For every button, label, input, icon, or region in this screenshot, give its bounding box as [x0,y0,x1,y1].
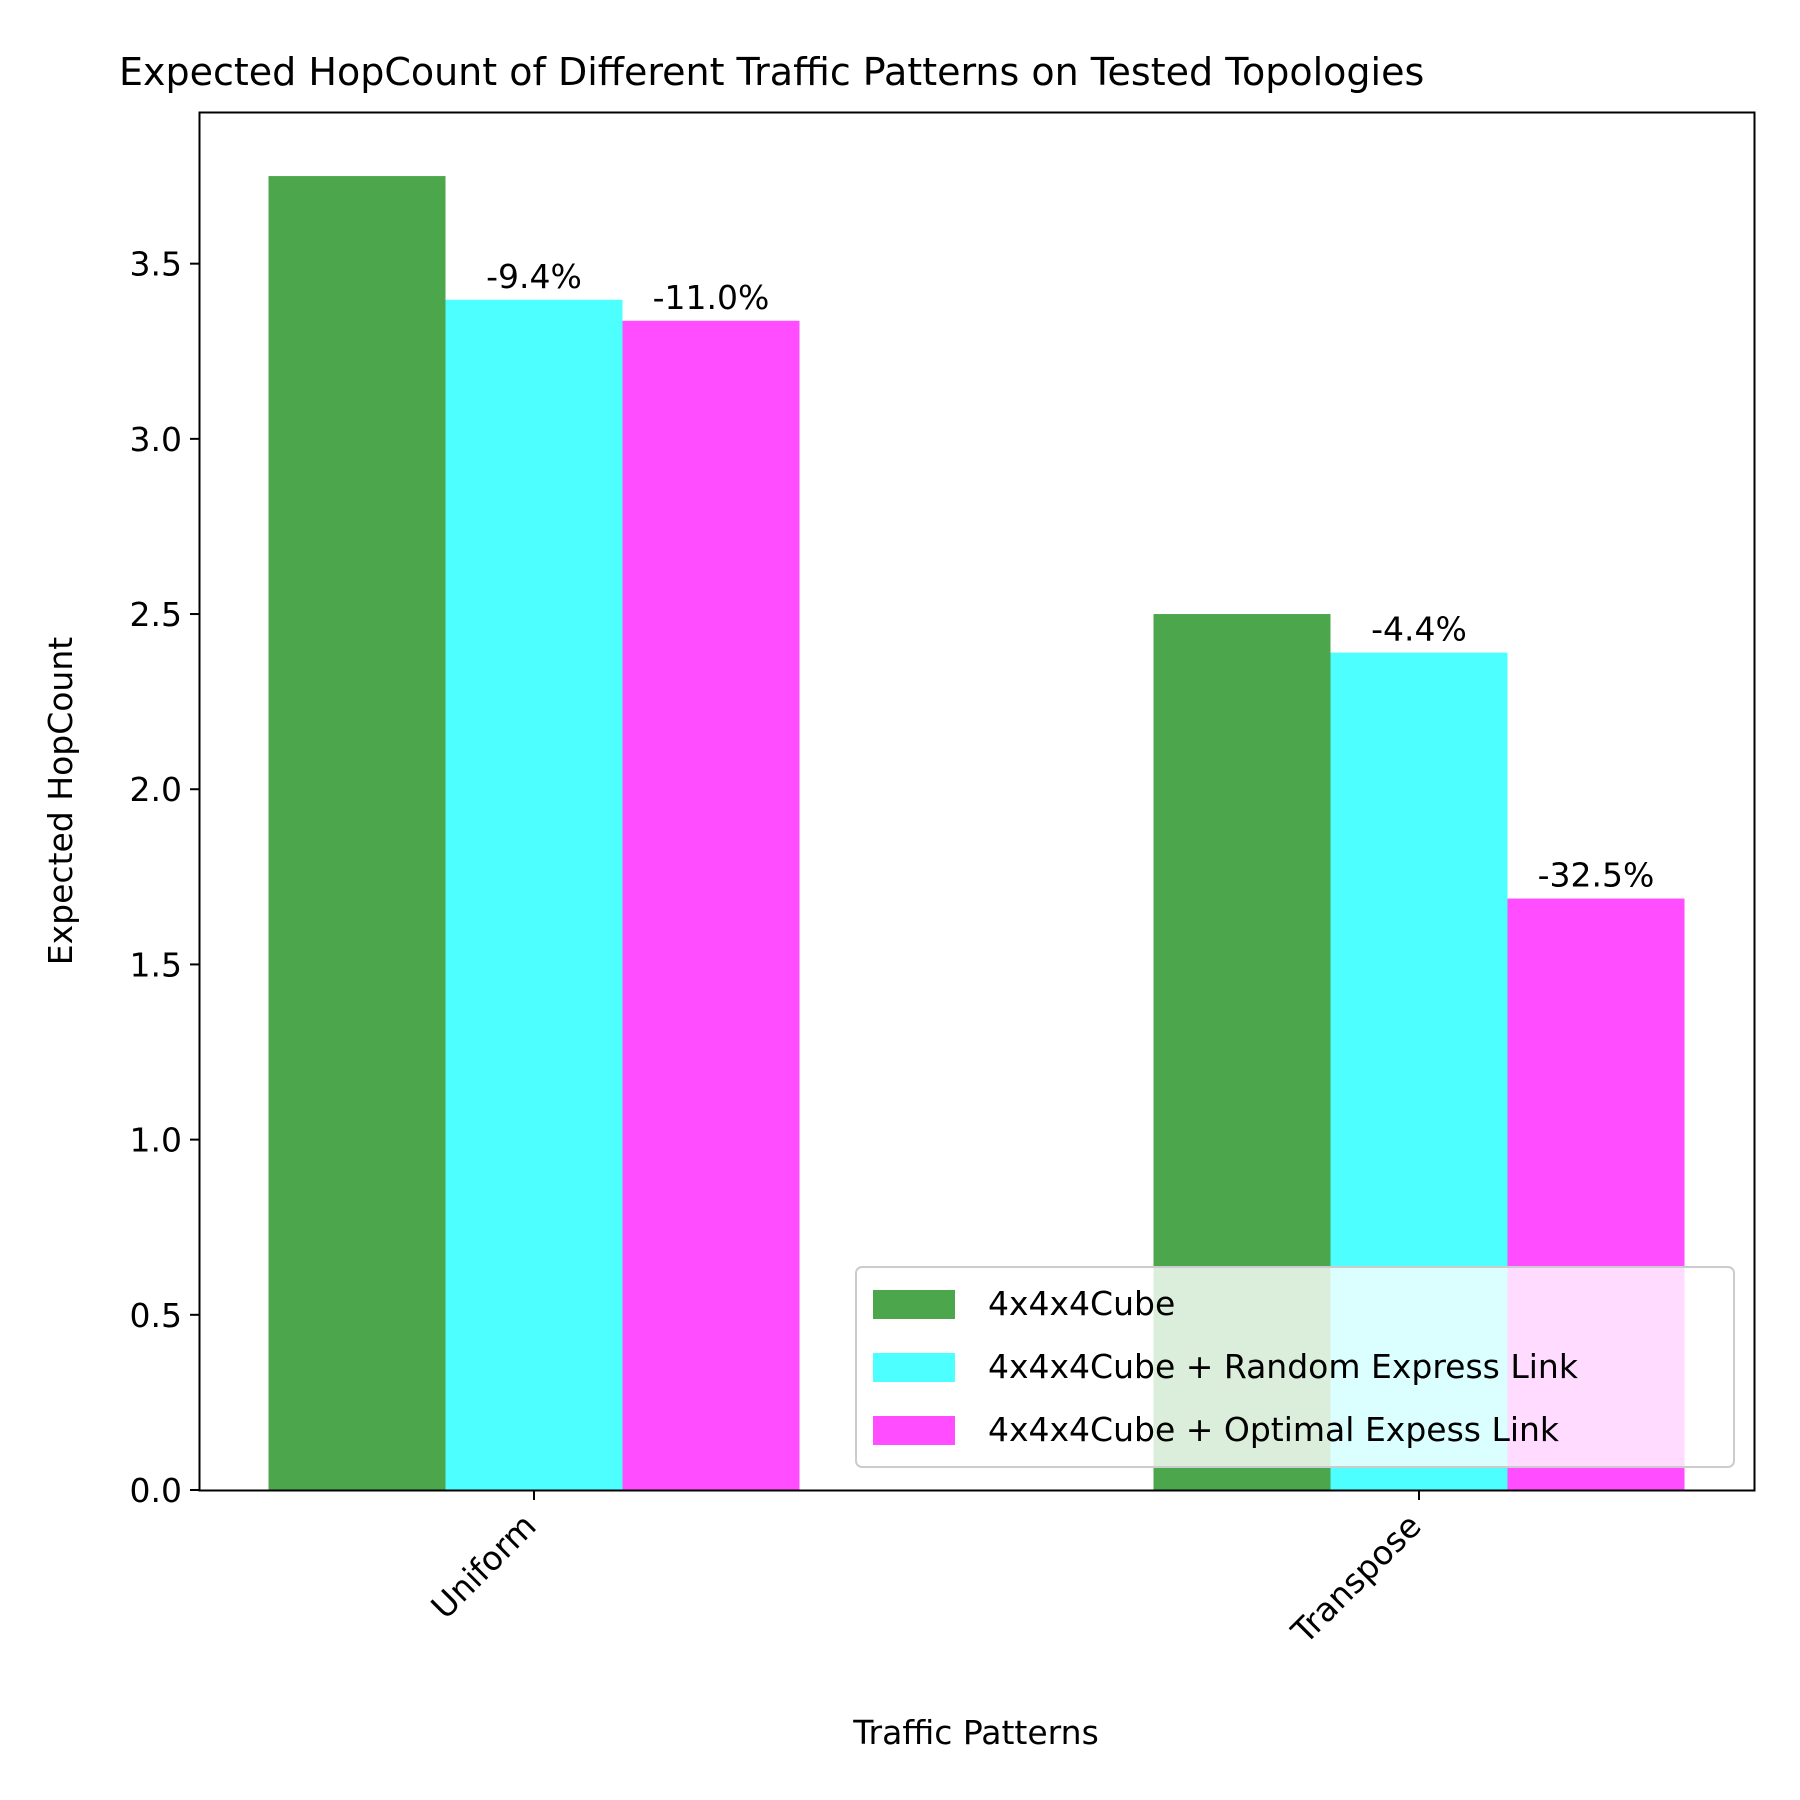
bar-uniform-series-2 [445,299,623,1491]
legend-swatch [873,1290,955,1319]
y-tick-label: 2.5 [130,595,182,634]
y-tick-label: 1.5 [130,945,182,984]
legend: 4x4x4Cube 4x4x4Cube + Random Express Link… [855,1266,1735,1468]
chart-title: Expected HopCount of Different Traffic P… [119,50,1424,94]
y-axis-label: Expected HopCount [41,637,80,965]
legend-label: 4x4x4Cube + Random Express Link [988,1347,1579,1386]
y-tick-label: 0.0 [130,1471,182,1510]
x-axis-label: Traffic Patterns [852,1713,1099,1752]
bar-uniform-series-1 [268,176,446,1490]
legend-swatch [873,1353,955,1382]
bar-data-label: -32.5% [1538,856,1655,895]
legend-box [855,1266,1735,1468]
y-tick-label: 3.0 [130,420,182,459]
y-tick-label: 0.5 [130,1296,182,1335]
y-tick-label: 3.5 [130,245,182,284]
plot-frame [198,111,1756,1492]
legend-label: 4x4x4Cube [988,1284,1175,1323]
legend-swatch [873,1416,955,1445]
y-tick-label: 2.0 [130,770,182,809]
bar-data-label: -11.0% [653,278,770,317]
bar-uniform-series-3 [622,320,800,1490]
bar-data-label: -4.4% [1371,610,1467,649]
legend-label: 4x4x4Cube + Optimal Expess Link [988,1410,1560,1449]
y-tick-label: 1.0 [130,1121,182,1160]
bar-data-label: -9.4% [486,257,582,296]
